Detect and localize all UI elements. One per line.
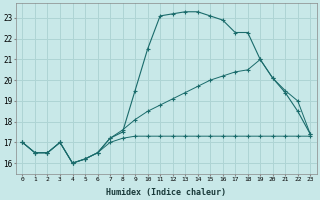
X-axis label: Humidex (Indice chaleur): Humidex (Indice chaleur) — [106, 188, 226, 197]
